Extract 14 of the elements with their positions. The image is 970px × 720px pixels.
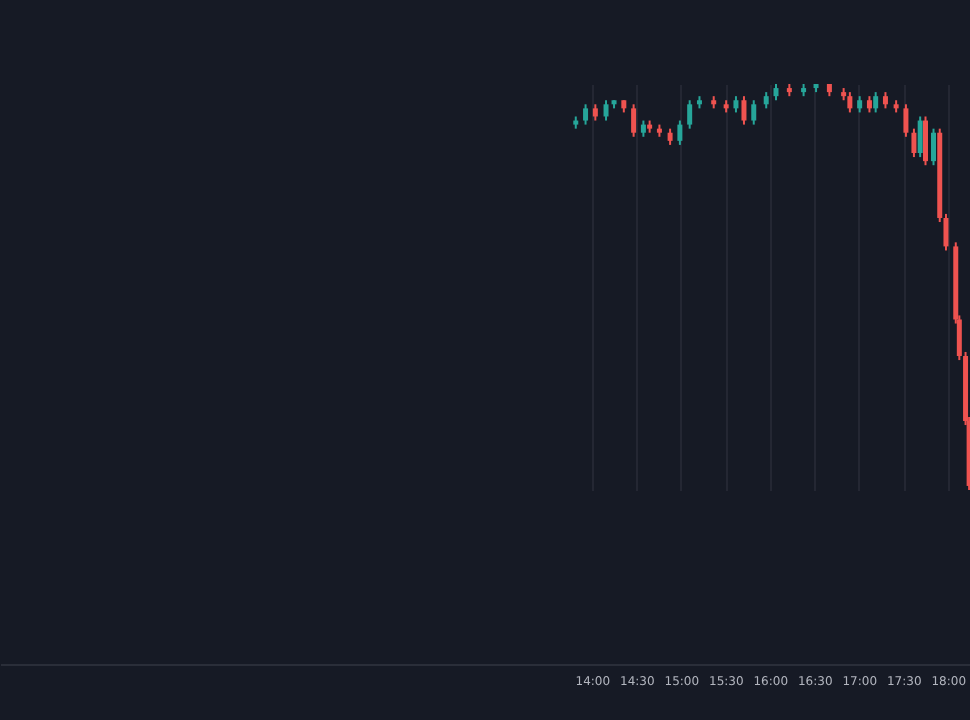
- candlestick: [751, 99, 757, 126]
- candlestick: [741, 95, 747, 126]
- candlestick: [847, 91, 853, 114]
- candlestick: [583, 103, 589, 126]
- candlestick: [917, 115, 923, 159]
- candlestick: [687, 99, 693, 130]
- candlestick: [923, 115, 928, 167]
- candlestick: [603, 99, 609, 122]
- candlestick: [911, 127, 917, 159]
- candlestick: [873, 91, 879, 114]
- candlestick: [931, 127, 937, 167]
- candlestick: [631, 103, 637, 138]
- candlestick: [677, 119, 683, 146]
- candlestick: [903, 103, 909, 138]
